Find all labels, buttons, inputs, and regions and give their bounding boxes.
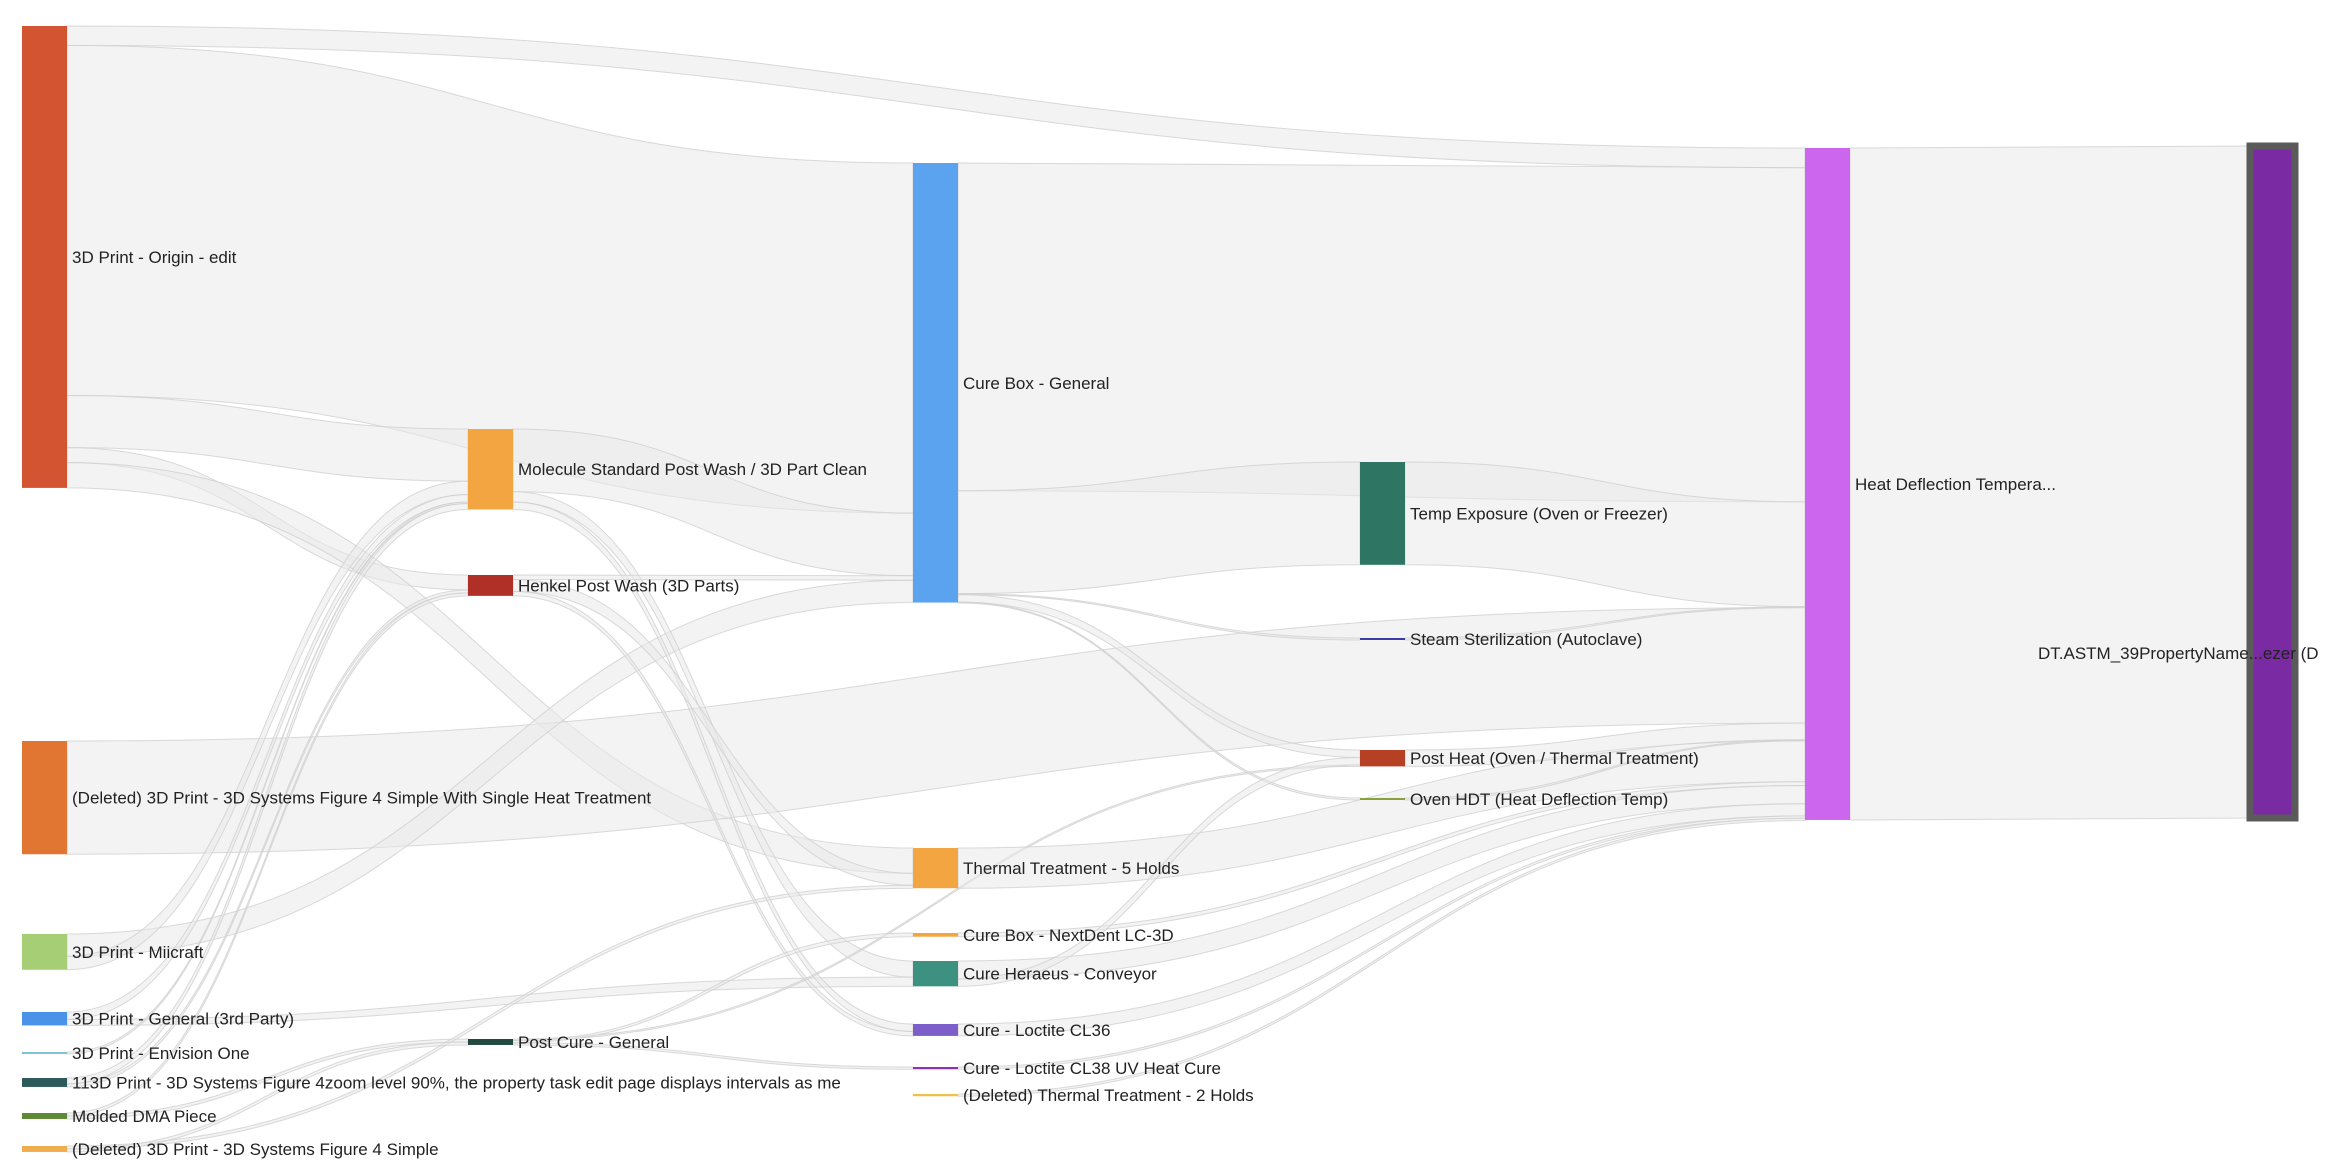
sankey-node-post_heat[interactable] <box>1360 750 1405 767</box>
labels-layer: 3D Print - Origin - edit (Deleted) 3D Pri… <box>72 248 2319 1159</box>
sankey-link-cure_loctite_cl36-to-hdt_astm[interactable] <box>957 803 1806 1037</box>
sankey-node-figure4zoom[interactable] <box>22 1078 67 1087</box>
sankey-node-label-deleted_single_heat: (Deleted) 3D Print - 3D Systems Figure 4… <box>72 789 651 808</box>
sankey-node-label-henkel_wash: Henkel Post Wash (3D Parts) <box>518 576 739 595</box>
sankey-node-deleted_simple[interactable] <box>22 1146 67 1152</box>
sankey-node-label-temp_exposure: Temp Exposure (Oven or Freezer) <box>1410 504 1668 523</box>
sankey-node-label-post_cure_general: Post Cure - General <box>518 1033 669 1052</box>
sankey-node-label-cure_loctite_cl36: Cure - Loctite CL36 <box>963 1021 1110 1040</box>
sankey-node-label-thermal_5_holds: Thermal Treatment - 5 Holds <box>963 859 1179 878</box>
sankey-node-cure_box_nextdent[interactable] <box>913 933 958 937</box>
sankey-node-label-figure4zoom: 113D Print - 3D Systems Figure 4zoom lev… <box>72 1073 841 1092</box>
sankey-link-cure_box_general-to-hdt_astm[interactable] <box>957 162 1806 503</box>
sankey-node-cure_heraeus[interactable] <box>913 961 958 987</box>
sankey-node-label-molded_dma: Molded DMA Piece <box>72 1107 217 1126</box>
nodes-layer <box>22 26 2299 1152</box>
sankey-node-hdt_astm[interactable] <box>1805 148 1850 820</box>
sankey-node-cure_loctite_cl38[interactable] <box>913 1067 958 1070</box>
sankey-node-cure_loctite_cl36[interactable] <box>913 1024 958 1036</box>
sankey-node-label-envision: 3D Print - Envision One <box>72 1044 250 1063</box>
sankey-node-thermal_5_holds[interactable] <box>913 848 958 889</box>
sankey-node-general_3rd[interactable] <box>22 1012 67 1026</box>
sankey-node-label-cure_loctite_cl38: Cure - Loctite CL38 UV Heat Cure <box>963 1059 1221 1078</box>
sankey-node-label-final_node: DT.ASTM_39PropertyName...ezer (D <box>2038 644 2319 663</box>
sankey-node-final_node[interactable] <box>2246 142 2299 822</box>
sankey-node-label-oven_hdt: Oven HDT (Heat Deflection Temp) <box>1410 790 1668 809</box>
sankey-node-label-cure_box_general: Cure Box - General <box>963 374 1109 393</box>
sankey-node-origin[interactable] <box>22 26 67 488</box>
sankey-node-oven_hdt[interactable] <box>1360 798 1405 800</box>
sankey-node-envision[interactable] <box>22 1052 67 1054</box>
sankey-node-label-hdt_astm: Heat Deflection Tempera... <box>1855 475 2056 494</box>
sankey-node-cure_box_general[interactable] <box>913 163 958 603</box>
sankey-node-miicraft[interactable] <box>22 934 67 970</box>
sankey-node-label-steam_sterilization: Steam Sterilization (Autoclave) <box>1410 630 1642 649</box>
sankey-link-miicraft-to-molecule_wash[interactable] <box>66 480 469 971</box>
sankey-node-molded_dma[interactable] <box>22 1113 67 1119</box>
sankey-node-label-origin: 3D Print - Origin - edit <box>72 248 237 267</box>
sankey-node-post_cure_general[interactable] <box>468 1039 513 1045</box>
sankey-node-temp_exposure[interactable] <box>1360 462 1405 565</box>
sankey-node-label-post_heat: Post Heat (Oven / Thermal Treatment) <box>1410 749 1699 768</box>
sankey-node-molecule_wash[interactable] <box>468 429 513 510</box>
sankey-node-label-cure_box_nextdent: Cure Box - NextDent LC-3D <box>963 926 1174 945</box>
sankey-node-steam_sterilization[interactable] <box>1360 638 1405 640</box>
sankey-node-label-deleted_simple: (Deleted) 3D Print - 3D Systems Figure 4… <box>72 1140 439 1159</box>
sankey-node-label-molecule_wash: Molecule Standard Post Wash / 3D Part Cl… <box>518 460 867 479</box>
sankey-node-label-general_3rd: 3D Print - General (3rd Party) <box>72 1010 294 1029</box>
sankey-node-deleted_thermal_2[interactable] <box>913 1094 958 1097</box>
sankey-node-henkel_wash[interactable] <box>468 575 513 596</box>
sankey-link-deleted_thermal_2-to-hdt_astm[interactable] <box>957 817 1806 1097</box>
links-layer <box>66 25 2251 1153</box>
sankey-node-deleted_single_heat[interactable] <box>22 741 67 855</box>
sankey-node-label-cure_heraeus: Cure Heraeus - Conveyor <box>963 965 1157 984</box>
sankey-node-label-miicraft: 3D Print - Miicraft <box>72 943 204 962</box>
sankey-node-label-deleted_thermal_2: (Deleted) Thermal Treatment - 2 Holds <box>963 1086 1254 1105</box>
